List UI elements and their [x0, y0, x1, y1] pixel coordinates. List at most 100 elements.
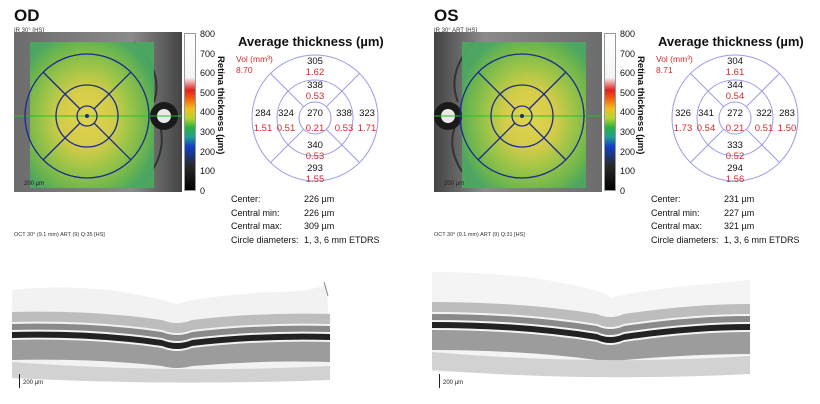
stat-label: Center:	[651, 194, 681, 204]
stat-label: Circle diameters:	[651, 234, 719, 245]
fundus-scale: 200 µm	[444, 181, 465, 187]
stat-row: Central max: 321 µm	[651, 220, 800, 234]
volume-label-text: Vol (mm³)	[656, 54, 693, 64]
bscan-scale: 200 µm	[23, 380, 44, 386]
colorbar-tick: 800	[200, 29, 216, 39]
sector-volume-outer-nasal: 1.71	[358, 123, 377, 134]
sector-volume-outer-temporal: 1.73	[674, 123, 693, 134]
stat-row: Circle diameters: 1, 3, 6 mm ETDRS	[651, 234, 800, 248]
sector-thickness-center: 272	[727, 108, 743, 119]
sector-volume-center: 0.21	[306, 123, 325, 134]
thickness-stats: Center: 231 µm Central min: 227 µm Central…	[651, 193, 800, 247]
sector-thickness-inner-temporal: 324	[278, 108, 294, 119]
sector-thickness-outer-nasal: 283	[779, 108, 795, 119]
stat-row: Center: 226 µm	[231, 193, 380, 207]
colorbar-tick: 700	[200, 49, 216, 59]
stat-value: 1, 3, 6 mm ETDRS	[724, 234, 800, 245]
bscan-scale-bar	[439, 374, 440, 388]
total-volume-value: 8.71	[656, 65, 673, 75]
stat-value: 226 µm	[304, 194, 335, 204]
thickness-colorbar	[184, 33, 196, 191]
os-panel: OS IR 30° ART [HS]	[420, 0, 820, 404]
sector-volume-inner-inferior: 0.52	[726, 151, 745, 162]
sector-volume-outer-superior: 1.62	[306, 67, 325, 78]
volume-label-text: Vol (mm³)	[236, 54, 273, 64]
ir-label: IR 30° ART [HS]	[434, 28, 478, 34]
chart-title: Average thickness (µm)	[238, 34, 384, 49]
colorbar-title: Retina thickness (µm)	[635, 56, 646, 155]
sector-thickness-outer-superior: 305	[307, 56, 323, 67]
total-volume-value: 8.70	[236, 65, 253, 75]
colorbar-tick: 400	[200, 107, 216, 117]
sector-volume-outer-temporal: 1.51	[254, 123, 273, 134]
colorbar-tick: 100	[620, 166, 636, 176]
od-panel: OD IR 30° [HS]	[12, 6, 384, 388]
sector-thickness-center: 270	[307, 108, 323, 119]
oct-scan-info: OCT 30° (9.1 mm) ART (9) Q:35 [HS]	[14, 232, 105, 238]
oct-bscan-image	[432, 262, 762, 388]
stat-value: 1, 3, 6 mm ETDRS	[304, 234, 380, 245]
volume-label: Vol (mm³) 8.70	[236, 54, 273, 76]
sector-thickness-outer-temporal: 326	[675, 108, 691, 119]
stat-row: Central max: 309 µm	[231, 220, 380, 234]
colorbar-tick: 500	[200, 88, 216, 98]
sector-thickness-outer-inferior: 294	[727, 163, 743, 174]
stat-label: Central min:	[231, 207, 280, 218]
colorbar-tick: 0	[620, 186, 626, 196]
stat-value: 309 µm	[304, 221, 335, 231]
sector-volume-inner-temporal: 0.51	[277, 123, 296, 134]
colorbar-tick: 500	[620, 88, 636, 98]
sector-volume-center: 0.21	[726, 123, 745, 134]
sector-volume-inner-nasal: 0.51	[755, 123, 774, 134]
etdrs-sector-chart: 305 1.62 338 0.53 284 1.51 324 0.51 270 …	[251, 54, 379, 184]
colorbar-tick: 600	[200, 68, 216, 78]
sector-thickness-inner-nasal: 338	[336, 108, 352, 119]
stat-row: Central min: 226 µm	[231, 207, 380, 221]
sector-volume-inner-superior: 0.54	[726, 91, 745, 102]
fundus-thickness-map	[14, 32, 182, 192]
colorbar-tick: 300	[200, 127, 216, 137]
stat-value: 231 µm	[724, 194, 755, 204]
colorbar-tick: 400	[620, 107, 636, 117]
bscan-scale-bar	[19, 374, 20, 388]
volume-label: Vol (mm³) 8.71	[656, 54, 693, 76]
thickness-stats: Center: 226 µm Central min: 226 µm Central…	[231, 193, 380, 247]
sector-thickness-inner-superior: 344	[727, 80, 743, 91]
sector-thickness-inner-superior: 338	[307, 80, 323, 91]
sector-volume-inner-superior: 0.53	[306, 91, 325, 102]
stat-label: Central min:	[651, 207, 700, 218]
sector-volume-inner-nasal: 0.53	[335, 123, 354, 134]
eye-label: OD	[14, 6, 40, 25]
thickness-colorbar	[604, 33, 616, 191]
fundus-thickness-map	[434, 32, 602, 192]
oct-scan-info: OCT 30° (9.1 mm) ART (9) Q:31 [HS]	[434, 232, 525, 238]
eye-label: OS	[434, 6, 459, 25]
colorbar-tick: 600	[620, 68, 636, 78]
sector-thickness-inner-nasal: 322	[756, 108, 772, 119]
colorbar-tick: 800	[620, 29, 636, 39]
bscan-scale: 200 µm	[443, 380, 464, 386]
stat-label: Central max:	[231, 221, 283, 231]
colorbar-tick: 100	[200, 166, 216, 176]
sector-volume-outer-nasal: 1.50	[778, 123, 797, 134]
stat-row: Central min: 227 µm	[651, 207, 800, 221]
stat-label: Central max:	[651, 221, 703, 231]
colorbar-tick: 200	[620, 147, 636, 157]
colorbar-tick: 0	[200, 186, 206, 196]
stat-label: Center:	[231, 194, 261, 204]
colorbar-tick: 200	[200, 147, 216, 157]
stat-value: 321 µm	[724, 221, 755, 231]
stat-value: 227 µm	[724, 207, 755, 218]
stat-value: 226 µm	[304, 207, 335, 218]
sector-thickness-outer-nasal: 323	[359, 108, 375, 119]
oct-bscan-image	[12, 262, 342, 388]
stat-row: Circle diameters: 1, 3, 6 mm ETDRS	[231, 234, 380, 248]
colorbar-tick: 300	[620, 127, 636, 137]
sector-thickness-inner-inferior: 333	[727, 140, 743, 151]
stat-label: Circle diameters:	[231, 234, 299, 245]
colorbar-title: Retina thickness (µm)	[215, 56, 226, 155]
fundus-scale: 200 µm	[24, 181, 45, 187]
stat-row: Center: 231 µm	[651, 193, 800, 207]
sector-volume-outer-inferior: 1.56	[726, 174, 745, 184]
sector-thickness-outer-superior: 304	[727, 56, 743, 67]
